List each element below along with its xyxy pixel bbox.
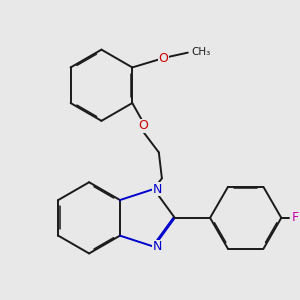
Text: O: O <box>139 119 148 132</box>
Text: F: F <box>291 211 298 224</box>
Text: N: N <box>153 182 162 196</box>
Text: CH₃: CH₃ <box>191 47 210 57</box>
Text: O: O <box>158 52 168 65</box>
Text: N: N <box>153 240 162 253</box>
